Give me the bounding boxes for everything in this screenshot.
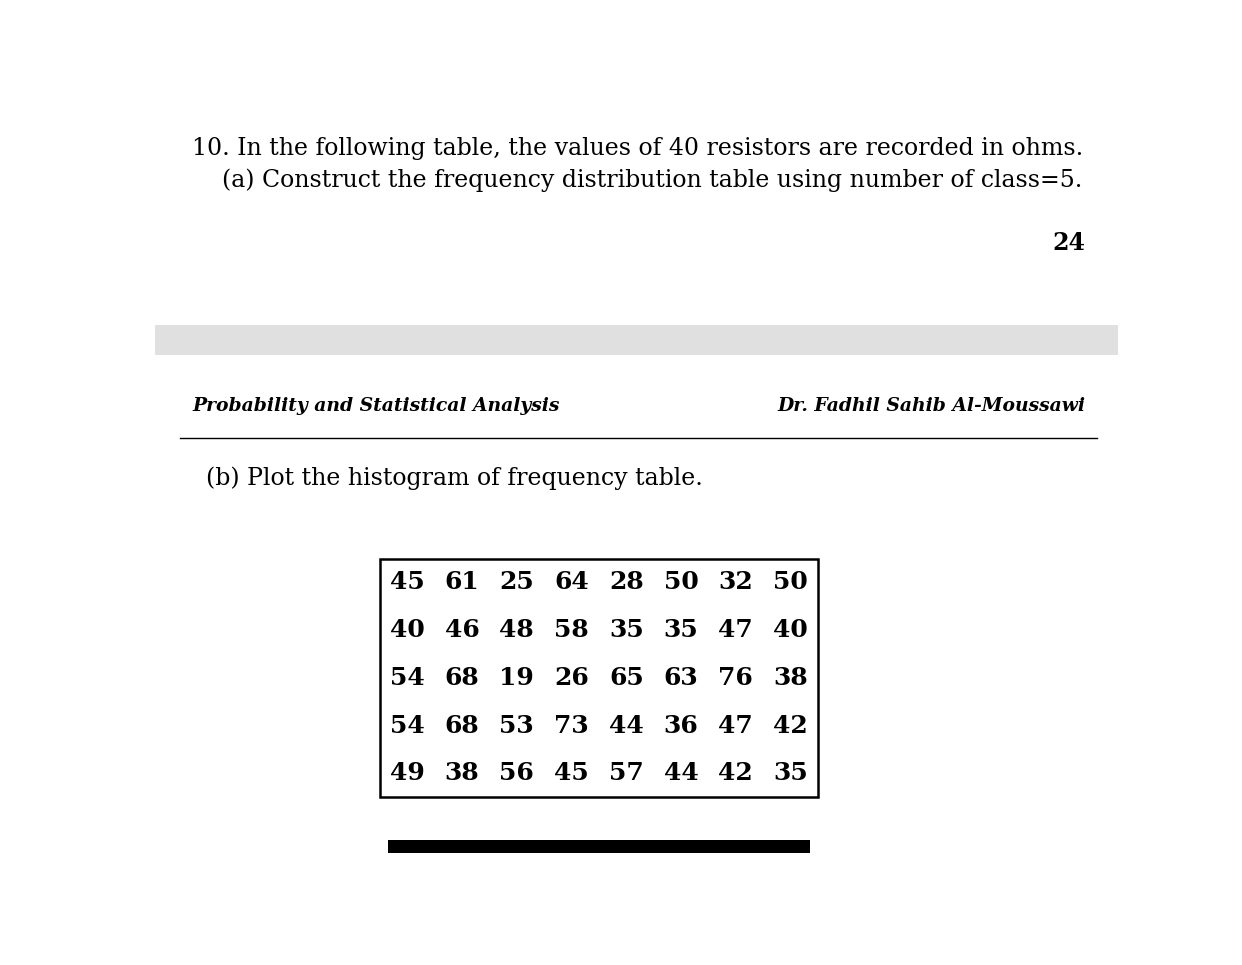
Text: 76: 76 (718, 666, 753, 690)
Text: 42: 42 (718, 761, 753, 786)
Text: 56: 56 (499, 761, 534, 786)
Text: 49: 49 (390, 761, 425, 786)
Text: 50: 50 (773, 570, 807, 594)
Text: Probability and Statistical Analysis: Probability and Statistical Analysis (193, 397, 560, 415)
Text: 54: 54 (390, 666, 425, 690)
Text: 25: 25 (499, 570, 534, 594)
Text: 38: 38 (773, 666, 807, 690)
Text: 68: 68 (445, 666, 479, 690)
Text: 35: 35 (773, 761, 807, 786)
Text: 38: 38 (445, 761, 479, 786)
Text: 19: 19 (499, 666, 534, 690)
Text: 28: 28 (609, 570, 643, 594)
Text: 46: 46 (445, 619, 479, 642)
Text: 53: 53 (499, 714, 534, 737)
Text: 35: 35 (663, 619, 698, 642)
Text: (a) Construct the frequency distribution table using number of class=5.: (a) Construct the frequency distribution… (193, 168, 1083, 192)
Text: 47: 47 (718, 714, 753, 737)
Text: 45: 45 (390, 570, 425, 594)
Text: 54: 54 (390, 714, 425, 737)
Text: 50: 50 (663, 570, 698, 594)
Bar (155, 325, 1118, 354)
Text: 32: 32 (718, 570, 753, 594)
Text: (b) Plot the histogram of frequency table.: (b) Plot the histogram of frequency tabl… (206, 466, 703, 489)
Text: 40: 40 (390, 619, 425, 642)
Text: 45: 45 (554, 761, 589, 786)
Text: 44: 44 (609, 714, 643, 737)
Text: 61: 61 (445, 570, 479, 594)
Text: 47: 47 (718, 619, 753, 642)
Bar (380, 559, 818, 797)
Text: 24: 24 (1052, 232, 1086, 256)
Text: 63: 63 (663, 666, 698, 690)
Text: 26: 26 (554, 666, 589, 690)
Text: 68: 68 (445, 714, 479, 737)
Text: 10. In the following table, the values of 40 resistors are recorded in ohms.: 10. In the following table, the values o… (193, 137, 1084, 160)
Text: 57: 57 (609, 761, 643, 786)
Text: 40: 40 (773, 619, 807, 642)
Text: 35: 35 (609, 619, 643, 642)
Text: 36: 36 (663, 714, 698, 737)
Text: 48: 48 (499, 619, 534, 642)
Text: 58: 58 (554, 619, 589, 642)
Text: 44: 44 (663, 761, 698, 786)
Text: 42: 42 (773, 714, 807, 737)
Text: Dr. Fadhil Sahib Al-Moussawi: Dr. Fadhil Sahib Al-Moussawi (777, 397, 1086, 415)
Text: 65: 65 (609, 666, 643, 690)
Bar (388, 840, 810, 853)
Text: 73: 73 (554, 714, 589, 737)
Text: 64: 64 (554, 570, 589, 594)
